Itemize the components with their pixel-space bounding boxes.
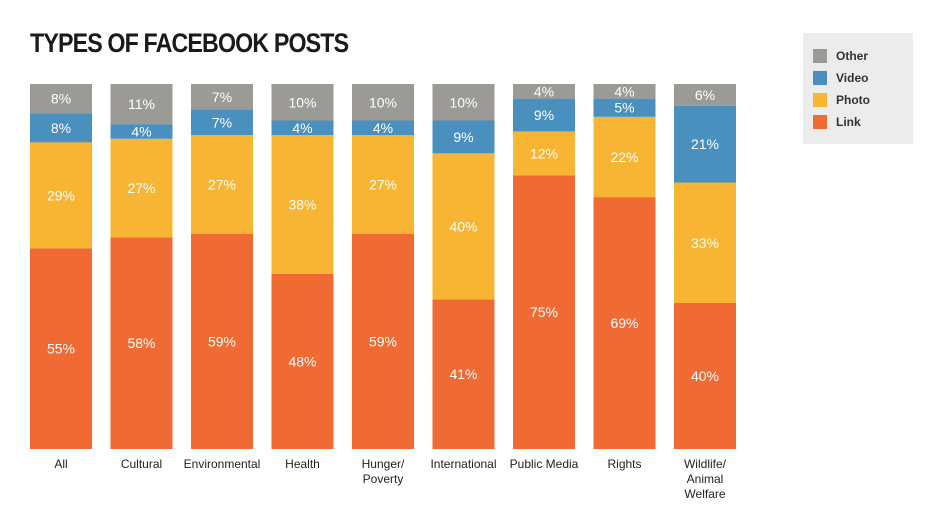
legend-item-video: Video: [813, 70, 868, 86]
legend-label-other: Other: [836, 49, 869, 63]
data-label-other-3: 10%: [288, 94, 316, 110]
category-label-8: Wildlife/Animal Welfare: [684, 457, 727, 501]
bar-other-0: [30, 84, 92, 114]
data-label-photo-8: 33%: [691, 235, 719, 251]
legend-label-link: Link: [836, 115, 861, 129]
legend-swatch-other: [813, 49, 827, 63]
data-label-other-0: 8%: [51, 91, 71, 107]
data-label-other-5: 10%: [449, 94, 477, 110]
category-label-1: Cultural: [121, 457, 162, 471]
data-label-other-7: 4%: [614, 83, 634, 99]
legend-item-other: Other: [813, 48, 868, 64]
bar-other-1: [110, 84, 173, 125]
data-label-other-2: 7%: [212, 89, 232, 105]
data-label-video-0: 8%: [51, 120, 71, 136]
bar-link-2: [191, 233, 253, 449]
data-label-link-4: 59%: [369, 333, 397, 349]
legend-label-video: Video: [836, 71, 869, 85]
bar-video-0: [30, 113, 92, 143]
data-label-video-6: 9%: [534, 107, 554, 123]
bar-link-8: [674, 303, 736, 449]
data-label-link-6: 75%: [530, 304, 558, 320]
bar-other-4: [352, 84, 414, 121]
data-label-other-1: 11%: [128, 96, 155, 112]
bar-photo-7: [593, 116, 656, 198]
data-label-photo-3: 38%: [288, 196, 316, 212]
data-label-video-1: 4%: [131, 123, 151, 139]
data-label-other-6: 4%: [534, 83, 554, 99]
data-label-link-0: 55%: [47, 341, 75, 357]
data-label-link-2: 59%: [208, 333, 236, 349]
category-label-2: Environmental: [184, 457, 261, 471]
data-label-video-2: 7%: [212, 114, 232, 130]
bar-photo-2: [191, 135, 253, 234]
category-label-6: Public Media: [510, 457, 579, 471]
bar-other-3: [271, 84, 334, 121]
bar-video-6: [513, 98, 575, 132]
data-label-link-3: 48%: [288, 353, 316, 369]
bar-other-7: [593, 84, 656, 99]
category-label-4: Hunger/Poverty: [362, 457, 405, 486]
bar-photo-1: [110, 138, 173, 238]
legend-swatch-link: [813, 115, 827, 129]
bar-video-4: [352, 120, 414, 136]
data-label-photo-4: 27%: [369, 176, 397, 192]
data-label-photo-6: 12%: [530, 145, 558, 161]
bar-link-0: [30, 248, 92, 449]
data-label-link-5: 41%: [449, 366, 477, 382]
bar-photo-5: [432, 153, 495, 300]
bar-video-7: [593, 98, 656, 117]
bar-video-5: [432, 120, 495, 154]
bar-photo-4: [352, 135, 414, 234]
legend: Other Video Photo Link: [803, 33, 913, 144]
bar-other-8: [674, 84, 736, 106]
data-label-photo-0: 29%: [47, 187, 75, 203]
data-label-video-8: 21%: [691, 136, 719, 152]
chart-title: TYPES OF FACEBOOK POSTS: [30, 28, 349, 58]
bar-link-1: [110, 237, 173, 449]
bar-other-6: [513, 84, 575, 99]
bar-link-5: [432, 299, 495, 449]
bar-other-2: [191, 84, 253, 110]
data-label-link-1: 58%: [127, 335, 155, 351]
data-label-photo-5: 40%: [449, 218, 477, 234]
data-label-link-8: 40%: [691, 368, 719, 384]
data-label-photo-2: 27%: [208, 176, 236, 192]
bar-link-4: [352, 233, 414, 449]
legend-item-link: Link: [813, 114, 861, 130]
bar-link-7: [593, 197, 656, 449]
bar-photo-8: [674, 182, 736, 303]
legend-swatch-photo: [813, 93, 827, 107]
bar-link-6: [513, 175, 575, 449]
data-label-link-7: 69%: [610, 315, 638, 331]
data-label-other-4: 10%: [369, 94, 397, 110]
category-label-0: All: [54, 457, 67, 471]
bar-photo-3: [271, 135, 334, 274]
bar-other-5: [432, 84, 495, 121]
bar-video-1: [110, 124, 173, 139]
bar-photo-6: [513, 131, 575, 176]
data-label-photo-7: 22%: [610, 149, 638, 165]
category-label-5: International: [430, 457, 496, 471]
bar-link-3: [271, 273, 334, 449]
data-label-video-5: 9%: [453, 129, 473, 145]
legend-item-photo: Photo: [813, 92, 870, 108]
data-label-video-3: 4%: [292, 120, 312, 136]
data-label-other-8: 6%: [695, 87, 715, 103]
bar-photo-0: [30, 142, 92, 249]
bar-video-3: [271, 120, 334, 136]
category-label-7: Rights: [607, 457, 641, 471]
bar-video-2: [191, 109, 253, 136]
data-label-video-7: 5%: [614, 100, 634, 116]
category-label-3: Health: [285, 457, 320, 471]
data-label-photo-1: 27%: [127, 180, 155, 196]
legend-swatch-video: [813, 71, 827, 85]
data-label-video-4: 4%: [373, 120, 393, 136]
legend-label-photo: Photo: [836, 93, 870, 107]
bar-video-8: [674, 105, 736, 183]
